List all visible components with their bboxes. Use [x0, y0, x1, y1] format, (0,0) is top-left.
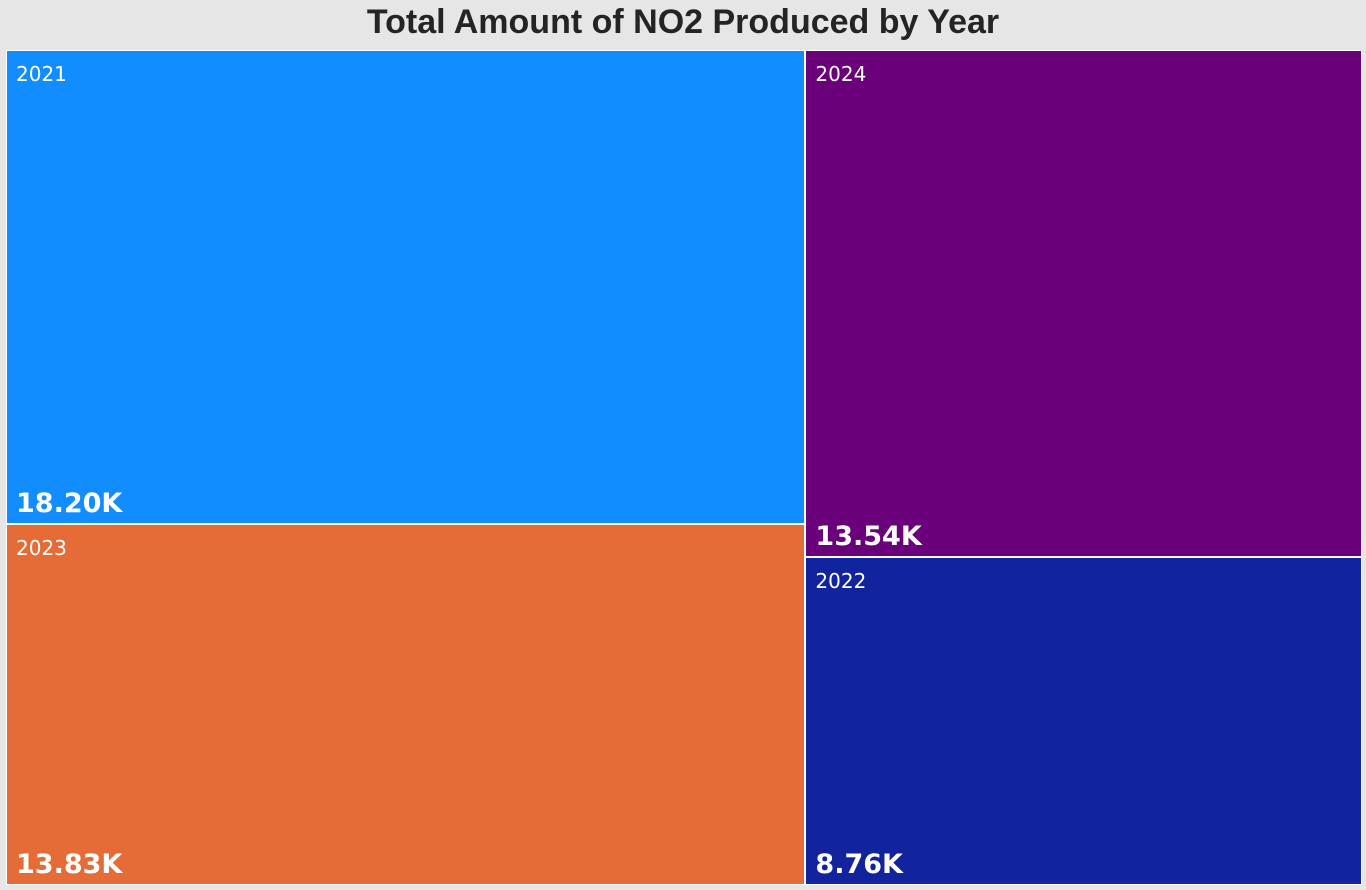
treemap-tile-2024[interactable]: 2024 13.54K: [805, 50, 1362, 557]
treemap-tile-2021[interactable]: 2021 18.20K: [6, 50, 806, 525]
treemap-tile-2022[interactable]: 2022 8.76K: [805, 556, 1362, 885]
tile-category-label: 2022: [815, 568, 867, 593]
treemap-chart: 2021 18.20K 2023 13.83K 2024 13.54K 2022 8.76K: [6, 50, 1362, 885]
chart-title: Total Amount of NO2 Produced by Year: [366, 3, 1000, 41]
tile-value-label: 8.76K: [815, 848, 903, 880]
treemap-tile-2023[interactable]: 2023 13.83K: [6, 524, 806, 885]
tile-value-label: 13.83K: [16, 848, 123, 880]
tile-category-label: 2021: [16, 62, 67, 86]
tile-value-label: 18.20K: [16, 488, 123, 520]
tile-value-label: 13.54K: [815, 520, 922, 552]
tile-category-label: 2024: [815, 62, 867, 86]
title-bar: Total Amount of NO2 Produced by Year: [0, 0, 1366, 46]
tile-category-label: 2023: [16, 536, 67, 561]
